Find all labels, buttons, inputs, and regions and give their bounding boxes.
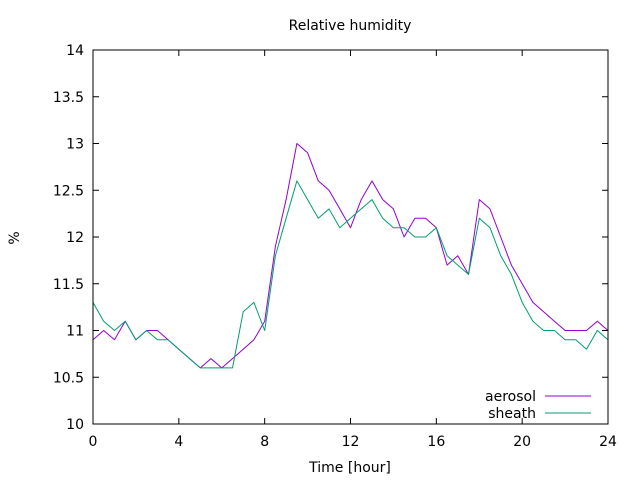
- series-line-sheath: [92, 180, 609, 369]
- x-tick-label: 8: [260, 434, 269, 450]
- plot-frame: [92, 49, 609, 425]
- x-tick-label: 0: [89, 434, 98, 450]
- x-axis-label: Time [hour]: [308, 460, 391, 476]
- y-tick-label: 13: [66, 137, 84, 153]
- y-tick-label: 11: [66, 324, 84, 340]
- y-tick-label: 11.5: [53, 277, 84, 293]
- x-tick-label: 20: [513, 434, 531, 450]
- y-tick-label: 12.5: [53, 183, 84, 199]
- series-layer: [92, 143, 609, 369]
- x-tick-label: 4: [174, 434, 183, 450]
- x-tick-label: 24: [599, 434, 617, 450]
- y-tick-label: 12: [66, 230, 84, 246]
- y-tick-label: 13.5: [53, 90, 84, 106]
- tick-layer: 0 4 8 12 16 20 24 10 10.5 11 11.5 12 12.5 13 13.5 14: [53, 43, 617, 450]
- y-tick-label: 14: [66, 43, 84, 59]
- y-axis-label: %: [7, 231, 23, 244]
- chart-title: Relative humidity: [289, 18, 412, 34]
- x-tick-label: 16: [427, 434, 445, 450]
- legend-label-aerosol: aerosol: [485, 389, 536, 405]
- legend-label-sheath: sheath: [488, 406, 536, 422]
- y-tick-label: 10.5: [53, 370, 84, 386]
- x-tick-label: 12: [342, 434, 360, 450]
- y-tick-label: 10: [66, 417, 84, 433]
